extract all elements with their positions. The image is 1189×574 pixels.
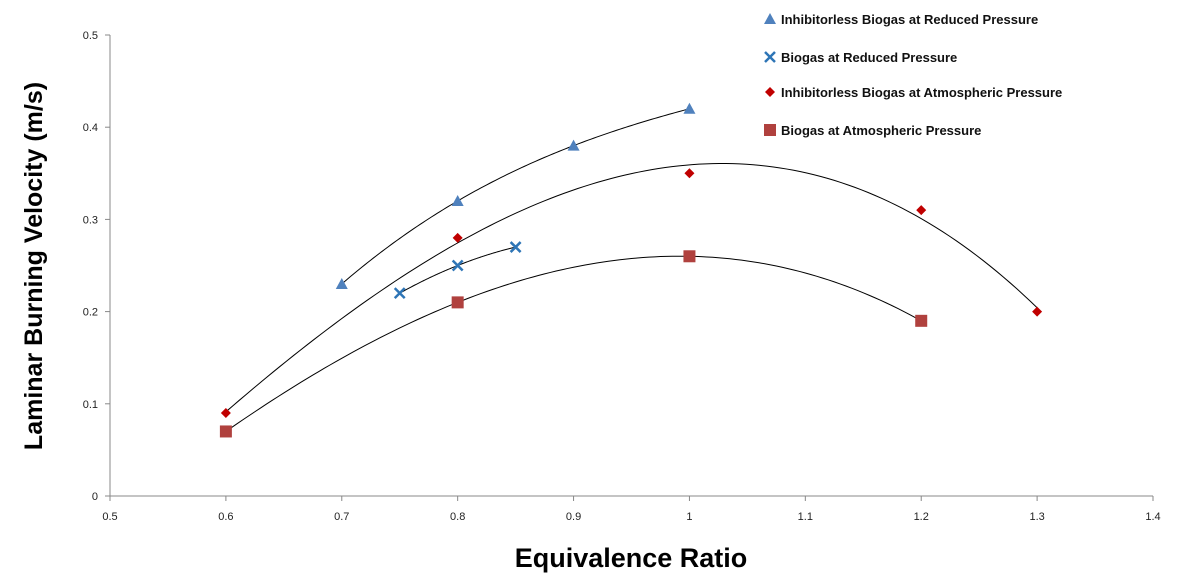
legend-item: Inhibitorless Biogas at Atmospheric Pres… [765,85,1062,100]
legend-marker-diamond [765,87,775,97]
trendlines [225,108,1038,432]
data-point-diamond [220,408,231,419]
x-tick-label: 0.7 [334,511,349,523]
legend-item: Biogas at Reduced Pressure [764,50,957,65]
x-tick-label: 1.2 [914,511,929,523]
data-point-square [219,425,232,438]
y-tick-label: 0.3 [83,214,98,226]
legend-marker-square [764,124,776,136]
y-tick-label: 0.5 [83,30,98,42]
y-tick-label: 0.2 [83,307,98,319]
axes [109,35,1153,497]
data-point-triangle [451,194,464,206]
x-tick-label: 1.1 [798,511,813,523]
data-point-x [509,241,522,253]
x-tick-label: 0.8 [450,511,465,523]
x-ticks: 0.5 0.6 0.7 0.8 0.9 1 1.1 1.2 1.3 1.4 [102,496,1161,523]
data-point-triangle [335,277,348,289]
data-point-triangle [683,102,696,114]
trendline [341,108,690,285]
data-point-triangle [567,139,580,151]
y-tick-label: 0.4 [83,122,98,134]
data-point-diamond [684,168,695,179]
x-tick-label: 0.5 [102,511,117,523]
y-axis-title: Laminar Burning Velocity (m/s) [20,82,48,450]
data-point-diamond [916,205,927,216]
trendline [225,163,1038,413]
x-tick-label: 1 [686,511,692,523]
x-tick-label: 0.6 [218,511,233,523]
trendline [399,246,516,294]
legend-item: Biogas at Atmospheric Pressure [764,123,981,138]
y-tick-label: 0.1 [83,399,98,411]
x-axis-title: Equivalence Ratio [515,543,748,573]
x-tick-label: 1.4 [1145,511,1160,523]
legend-label: Biogas at Atmospheric Pressure [781,123,981,138]
data-point-x [393,287,406,300]
data-point-square [915,314,928,327]
legend-marker-x [764,51,776,63]
data-markers [219,102,1043,438]
data-point-square [683,250,696,263]
trendline [225,255,922,432]
x-tick-label: 1.3 [1029,511,1044,523]
data-point-diamond [452,232,463,243]
legend: Inhibitorless Biogas at Reduced Pressure… [764,12,1062,138]
legend-label: Biogas at Reduced Pressure [781,50,957,65]
legend-label: Inhibitorless Biogas at Atmospheric Pres… [781,85,1062,100]
x-tick-label: 0.9 [566,511,581,523]
legend-item: Inhibitorless Biogas at Reduced Pressure [764,12,1038,27]
y-ticks: 0 0.1 0.2 0.3 0.4 0.5 [83,30,110,503]
data-point-x [451,259,464,272]
y-tick-label: 0 [92,491,98,503]
legend-label: Inhibitorless Biogas at Reduced Pressure [781,12,1038,27]
data-point-diamond [1032,306,1043,317]
data-point-square [451,296,464,309]
legend-marker-triangle [764,13,776,24]
